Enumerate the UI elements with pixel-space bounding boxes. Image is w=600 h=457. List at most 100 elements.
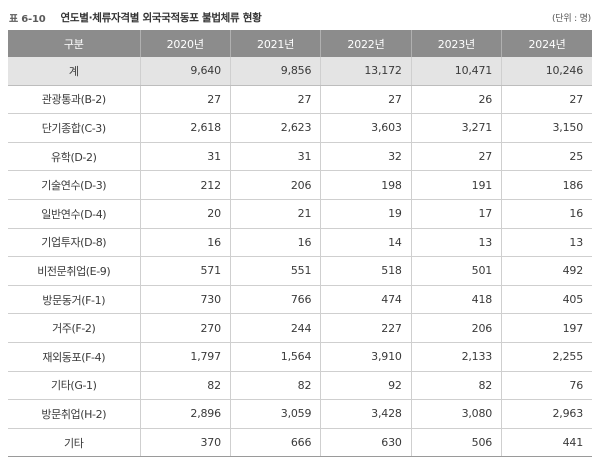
value-cell: 3,059	[229, 399, 321, 429]
value-cell: 9,640	[139, 57, 231, 86]
table-caption: 표 6-10 연도별·체류자격별 외국국적동포 불법체류 현황 (단위 : 명)	[9, 7, 591, 27]
table-row: 기업투자(D-8) 16 16 14 13 13	[8, 228, 592, 258]
header-year: 2020년	[139, 30, 231, 57]
value-cell: 3,080	[410, 399, 502, 429]
table-row: 기타 370 666 630 506 441	[8, 428, 592, 457]
value-cell: 666	[229, 428, 321, 457]
table-row: 기술연수(D-3) 212 206 198 191 186	[8, 170, 592, 200]
value-cell: 16	[501, 199, 592, 229]
value-cell: 206	[410, 313, 502, 343]
table-title: 연도별·체류자격별 외국국적동포 불법체류 현황	[60, 11, 262, 24]
value-cell: 27	[501, 85, 592, 115]
row-label-cell: 일반연수(D-4)	[8, 199, 140, 229]
value-cell: 2,255	[501, 342, 592, 372]
table-row-total: 계 9,640 9,856 13,172 10,471 10,246	[8, 57, 592, 86]
value-cell: 197	[501, 313, 592, 343]
value-cell: 191	[410, 170, 502, 200]
value-cell: 20	[139, 199, 231, 229]
value-cell: 551	[229, 256, 321, 286]
row-label-cell: 기타	[8, 428, 140, 457]
value-cell: 21	[229, 199, 321, 229]
table-row: 유학(D-2) 31 31 32 27 25	[8, 142, 592, 172]
value-cell: 212	[139, 170, 231, 200]
table-row: 일반연수(D-4) 20 21 19 17 16	[8, 199, 592, 229]
row-label-cell: 유학(D-2)	[8, 142, 140, 172]
value-cell: 9,856	[229, 57, 321, 86]
value-cell: 492	[501, 256, 592, 286]
row-label-cell: 방문동거(F-1)	[8, 285, 140, 315]
value-cell: 518	[320, 256, 412, 286]
row-label-cell: 기술연수(D-3)	[8, 170, 140, 200]
row-label-cell: 거주(F-2)	[8, 313, 140, 343]
row-label-cell: 기타(G-1)	[8, 371, 140, 401]
value-cell: 370	[139, 428, 231, 457]
value-cell: 10,246	[501, 57, 592, 86]
table-row: 비전문취업(E-9) 571 551 518 501 492	[8, 256, 592, 286]
row-label-cell: 기업투자(D-8)	[8, 228, 140, 258]
value-cell: 27	[229, 85, 321, 115]
data-table-container: 구분 2020년 2021년 2022년 2023년 2024년 계 9,640 9…	[8, 30, 592, 457]
table-row: 단기종합(C-3) 2,618 2,623 3,603 3,271 3,150	[8, 113, 592, 143]
value-cell: 27	[410, 142, 502, 172]
value-cell: 2,618	[139, 113, 231, 143]
table-number: 표 6-10	[9, 13, 46, 25]
value-cell: 2,896	[139, 399, 231, 429]
value-cell: 474	[320, 285, 412, 315]
table-row: 거주(F-2) 270 244 227 206 197	[8, 313, 592, 343]
value-cell: 270	[139, 313, 231, 343]
illegal-stay-table: 구분 2020년 2021년 2022년 2023년 2024년 계 9,640 9…	[8, 30, 592, 457]
table-header-row: 구분 2020년 2021년 2022년 2023년 2024년	[8, 30, 592, 57]
table-row: 기타(G-1) 82 82 92 82 76	[8, 371, 592, 401]
header-year: 2023년	[410, 30, 502, 57]
value-cell: 3,428	[320, 399, 412, 429]
value-cell: 418	[410, 285, 502, 315]
value-cell: 1,564	[229, 342, 321, 372]
value-cell: 2,963	[501, 399, 592, 429]
value-cell: 82	[139, 371, 231, 401]
table-row: 방문취업(H-2) 2,896 3,059 3,428 3,080 2,963	[8, 399, 592, 429]
header-category: 구분	[8, 30, 140, 57]
value-cell: 2,133	[410, 342, 502, 372]
table-body: 계 9,640 9,856 13,172 10,471 10,246 관광통과(B-2) 27…	[8, 57, 592, 457]
value-cell: 82	[229, 371, 321, 401]
value-cell: 17	[410, 199, 502, 229]
value-cell: 31	[139, 142, 231, 172]
value-cell: 27	[320, 85, 412, 115]
value-cell: 506	[410, 428, 502, 457]
value-cell: 2,623	[229, 113, 321, 143]
value-cell: 92	[320, 371, 412, 401]
value-cell: 13	[410, 228, 502, 258]
value-cell: 244	[229, 313, 321, 343]
value-cell: 19	[320, 199, 412, 229]
value-cell: 10,471	[410, 57, 502, 86]
value-cell: 730	[139, 285, 231, 315]
value-cell: 186	[501, 170, 592, 200]
row-label-cell: 비전문취업(E-9)	[8, 256, 140, 286]
value-cell: 441	[501, 428, 592, 457]
table-row: 방문동거(F-1) 730 766 474 418 405	[8, 285, 592, 315]
value-cell: 31	[229, 142, 321, 172]
value-cell: 14	[320, 228, 412, 258]
value-cell: 32	[320, 142, 412, 172]
header-year: 2024년	[501, 30, 592, 57]
row-label-cell: 계	[8, 57, 140, 86]
value-cell: 766	[229, 285, 321, 315]
row-label-cell: 방문취업(H-2)	[8, 399, 140, 429]
row-label-cell: 재외동포(F-4)	[8, 342, 140, 372]
value-cell: 405	[501, 285, 592, 315]
value-cell: 13	[501, 228, 592, 258]
table-row: 재외동포(F-4) 1,797 1,564 3,910 2,133 2,255	[8, 342, 592, 372]
row-label-cell: 관광통과(B-2)	[8, 85, 140, 115]
value-cell: 571	[139, 256, 231, 286]
value-cell: 501	[410, 256, 502, 286]
row-label-cell: 단기종합(C-3)	[8, 113, 140, 143]
header-year: 2022년	[320, 30, 412, 57]
value-cell: 3,271	[410, 113, 502, 143]
value-cell: 16	[139, 228, 231, 258]
value-cell: 27	[139, 85, 231, 115]
header-year: 2021년	[229, 30, 321, 57]
value-cell: 76	[501, 371, 592, 401]
value-cell: 3,603	[320, 113, 412, 143]
value-cell: 25	[501, 142, 592, 172]
value-cell: 227	[320, 313, 412, 343]
